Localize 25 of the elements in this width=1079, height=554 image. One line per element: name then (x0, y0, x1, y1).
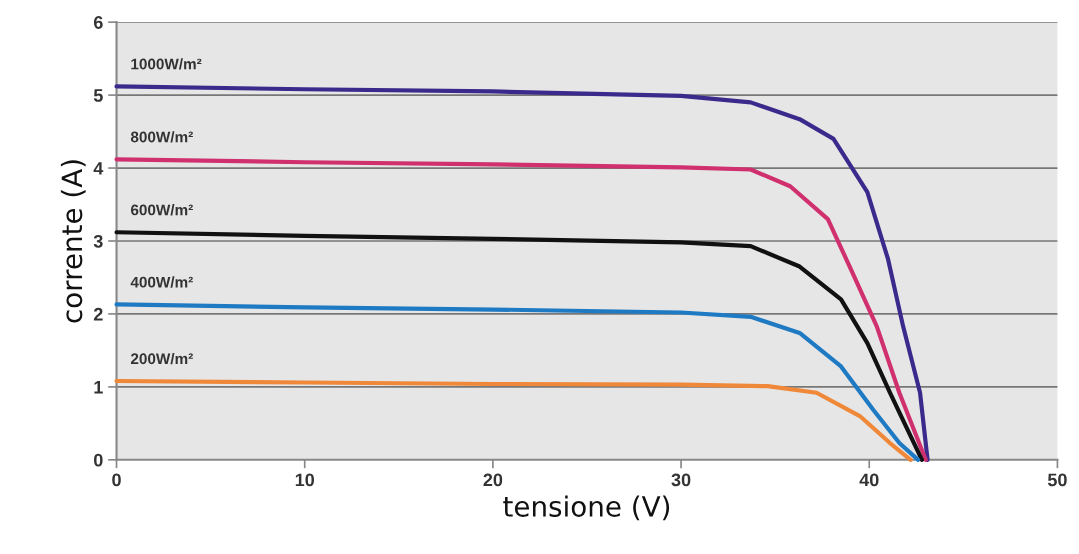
x-tick-label: 20 (483, 473, 503, 487)
line-series (114, 378, 913, 462)
x-tick-label: 40 (859, 473, 879, 487)
x-tick-label: 0 (112, 473, 121, 487)
x-tick-label: 30 (671, 473, 691, 487)
y-tick-label: 0 (94, 453, 103, 467)
line-series (114, 84, 930, 462)
x-tick-label: 50 (1047, 473, 1067, 487)
y-tick-label: 3 (93, 234, 103, 248)
x-tick-label: 10 (295, 473, 315, 487)
series-label: 200W/m² (130, 352, 193, 365)
series-label: 800W/m² (130, 131, 193, 143)
y-tick-label: 4 (93, 162, 104, 175)
y-axis-title: corrente (A) (60, 160, 86, 323)
line-series (114, 230, 925, 462)
y-tick-label: 6 (93, 16, 103, 29)
y-tick-label: 2 (93, 307, 103, 321)
line-series (114, 157, 928, 462)
series-label: 600W/m² (130, 204, 193, 216)
series-label: 1000W/m² (131, 58, 202, 70)
series-label: 400W/m² (130, 276, 193, 288)
x-axis-title: tensione (V) (503, 495, 670, 521)
y-tick-label: 5 (93, 89, 103, 102)
y-tick-label: 1 (94, 381, 103, 394)
line-series (114, 302, 921, 462)
